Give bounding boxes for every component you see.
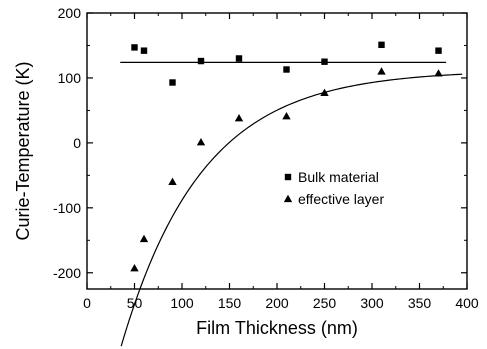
fit-curve-effective-layer [120,73,463,347]
x-tick-label: 350 [408,295,432,311]
data-point-bulk-material [140,47,148,54]
x-tick-label: 300 [360,295,384,311]
data-point-bulk-material [435,47,442,54]
legend: Bulk material effective layer [283,169,384,207]
data-point-effective-layer [130,264,139,272]
x-axis-ticks: 0 50 100 150 200 250 300 350 400 [83,13,479,311]
data-point-effective-layer [168,177,177,185]
data-point-effective-layer [234,114,244,122]
x-tick-label: 400 [455,295,479,311]
data-point-effective-layer [139,234,149,243]
x-tick-label: 100 [170,295,194,311]
y-axis-ticks: -200 -100 0 100 200 [53,5,467,281]
y-tick-label: -200 [53,265,81,281]
data-point-effective-layer [320,88,329,97]
plot-frame [86,12,468,290]
legend-label-effective-layer: effective layer [298,191,384,207]
y-tick-label: 100 [58,70,82,86]
x-tick-label: 200 [265,295,289,311]
data-point-effective-layer [434,69,443,77]
data-points [130,41,443,272]
plot-border [86,12,468,290]
data-point-bulk-material [321,58,328,65]
data-point-effective-layer [377,67,386,75]
data-point-bulk-material [378,41,385,49]
data-point-bulk-material [283,66,290,73]
y-tick-label: -100 [53,200,81,216]
data-point-effective-layer [282,112,291,120]
y-tick-label: 0 [73,135,81,151]
x-tick-label: 150 [218,295,242,311]
data-point-bulk-material [131,44,138,51]
fit-lines [120,61,463,347]
x-axis-title: Film Thickness (nm) [196,318,358,338]
data-point-bulk-material [235,55,243,62]
x-tick-label: 250 [313,295,337,311]
legend-marker-bulk-material [284,173,292,181]
data-point-effective-layer [196,138,206,146]
data-point-bulk-material [197,57,205,65]
legend-marker-effective-layer [283,194,293,203]
legend-label-bulk-material: Bulk material [298,169,379,185]
x-tick-label: 0 [83,295,91,311]
data-point-bulk-material [169,79,176,86]
y-axis-title: Curie-Temperature (K) [13,61,33,240]
y-tick-label: 200 [58,5,82,21]
